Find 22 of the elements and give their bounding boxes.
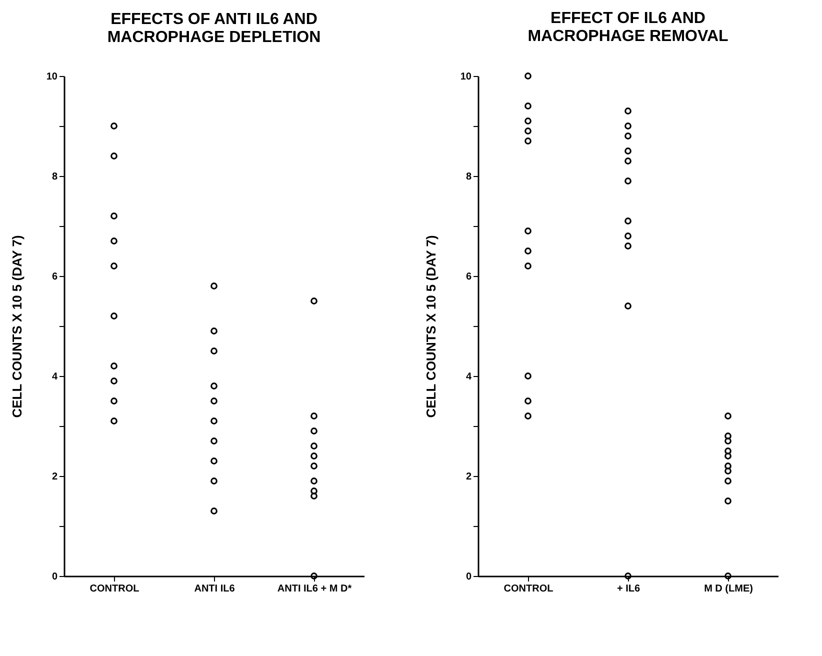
y-tick-label: 6: [52, 272, 58, 282]
y-axis-title: CELL COUNTS X 10 5 (DAY 7): [423, 235, 438, 418]
y-tick-label: 10: [46, 72, 58, 82]
y-axis-title: CELL COUNTS X 10 5 (DAY 7): [9, 235, 24, 418]
y-tick-label: 2: [466, 472, 472, 482]
y-tick-label: 8: [52, 172, 58, 182]
y-tick-label: 10: [460, 72, 472, 82]
y-tick-label: 6: [466, 272, 472, 282]
y-tick-label: 8: [466, 172, 472, 182]
y-tick-label: 0: [52, 572, 58, 582]
chart-title: EFFECTS OF ANTI IL6 AND MACROPHAGE DEPLETION: [107, 11, 321, 46]
x-tick-label: CONTROL: [504, 584, 554, 594]
x-tick-label: M D (LME): [704, 584, 753, 594]
y-tick-label: 4: [52, 372, 58, 382]
x-tick-label: CONTROL: [90, 584, 140, 594]
x-tick-label: ANTI IL6: [194, 584, 236, 594]
x-tick-label: + IL6: [616, 584, 640, 594]
y-tick-label: 2: [52, 472, 58, 482]
chart-title: EFFECT OF IL6 AND MACROPHAGE REMOVAL: [528, 10, 729, 46]
x-tick-label: ANTI IL6 + M D*: [277, 584, 352, 594]
y-tick-label: 4: [466, 372, 472, 382]
y-tick-label: 0: [466, 572, 472, 582]
